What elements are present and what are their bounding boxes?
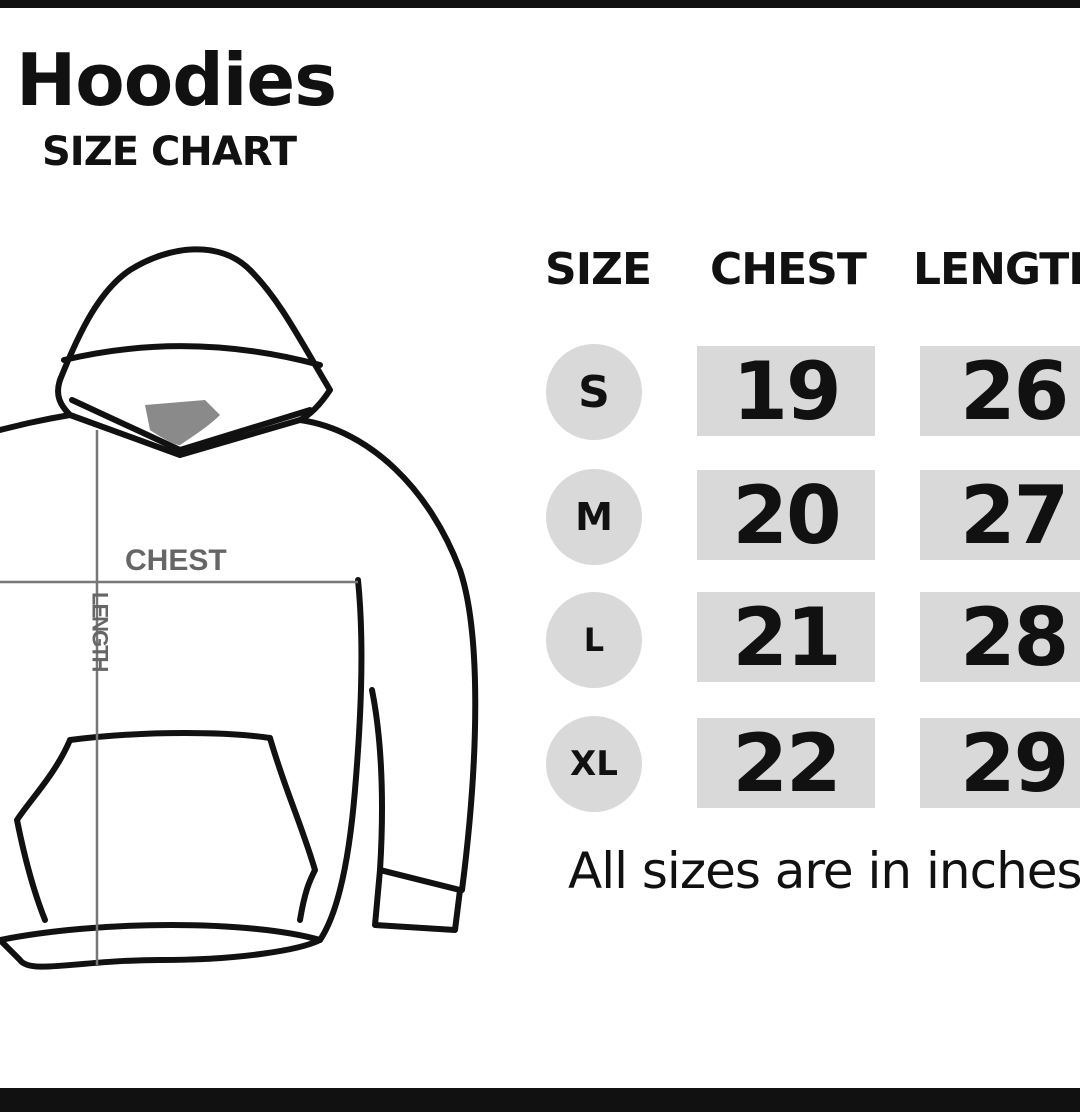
chest-value: 22 — [697, 718, 875, 808]
length-value: 29 — [920, 718, 1080, 808]
bottom-border — [0, 1088, 1080, 1112]
size-badge: L — [546, 592, 642, 688]
length-value: 28 — [920, 592, 1080, 682]
page-subtitle: SIZE CHART — [42, 129, 297, 175]
size-badge: M — [546, 469, 642, 565]
length-value: 26 — [920, 346, 1080, 436]
header-size: SIZE — [545, 244, 652, 295]
units-note: All sizes are in inches — [568, 842, 1080, 900]
chest-value: 21 — [697, 592, 875, 682]
top-border — [0, 0, 1080, 8]
size-badge: S — [546, 344, 642, 440]
length-label: LENGTH — [88, 592, 113, 672]
page-title: Hoodies — [16, 38, 337, 122]
header-length: LENGTH — [913, 244, 1080, 295]
length-value: 27 — [920, 470, 1080, 560]
hoodie-illustration: CHEST LENGTH — [0, 246, 479, 970]
size-badge: XL — [546, 716, 642, 812]
chest-value: 19 — [697, 346, 875, 436]
chest-label: CHEST — [125, 544, 227, 577]
header-chest: CHEST — [710, 244, 867, 295]
chest-value: 20 — [697, 470, 875, 560]
